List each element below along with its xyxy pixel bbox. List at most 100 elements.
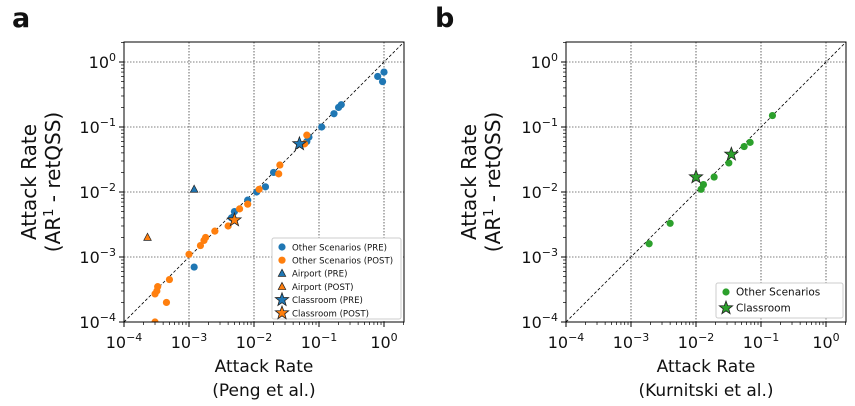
- y-axis-label-line1: Attack Rate: [17, 124, 41, 240]
- data-point: [291, 135, 308, 151]
- legend-marker: [722, 288, 730, 296]
- axis-ticks: 10−410−4 10−3 10−3 10−2 10−2 10−1 10−1 100 100: [79, 42, 404, 352]
- data-point: [190, 263, 198, 271]
- x-tick-label: 10−1: [743, 331, 780, 352]
- data-point: [275, 170, 283, 178]
- data-point: [378, 77, 387, 86]
- y-axis-label-2: (AR1 - retQSS): [41, 112, 65, 252]
- legend: Other Scenarios (PRE) Other Scenarios (PO…: [271, 237, 402, 320]
- data-point: [226, 211, 243, 227]
- legend-label: Airport (PRE): [292, 270, 347, 280]
- data-point: [380, 68, 388, 76]
- ylabel-pre: (AR: [481, 217, 505, 252]
- x-tick-label: 10−3: [171, 331, 208, 352]
- data-point: [276, 161, 284, 169]
- legend-marker: [274, 304, 290, 320]
- panel-a: a 10−410−4 10−3 10−3 10−2 10−2 10−1 10−1 100 100…: [12, 3, 405, 401]
- data-point: [255, 185, 263, 193]
- legend-label: Other Scenarios (PRE): [292, 243, 387, 253]
- legend: Other Scenarios Classroom: [715, 282, 844, 319]
- data-point: [645, 240, 653, 248]
- legend-label: Classroom (POST): [292, 309, 369, 319]
- y-axis-label-2: (AR1 - retQSS): [481, 112, 505, 252]
- data-point: [666, 219, 674, 227]
- data-point: [740, 142, 748, 151]
- ylabel-post: - retQSS): [481, 112, 505, 209]
- ylabel-sup: 1: [42, 209, 57, 217]
- x-tick-label: 10−2: [236, 331, 273, 352]
- data-point: [723, 146, 740, 161]
- y-axis-label: Attack Rate: [457, 124, 481, 240]
- legend-label: Classroom: [736, 302, 791, 314]
- legend-marker: [278, 243, 286, 251]
- plot-frame: [123, 41, 405, 323]
- data-point: [143, 232, 152, 241]
- legend-marker: [718, 299, 734, 315]
- x-tick-label: 100: [370, 331, 397, 352]
- data-point: [185, 250, 193, 258]
- y-tick-label: 10−1: [79, 116, 116, 137]
- y-tick-label: 10−2: [79, 181, 116, 202]
- legend-marker: [278, 256, 286, 264]
- data-point: [746, 138, 754, 146]
- data-point: [224, 222, 232, 230]
- legend-box: [271, 237, 402, 320]
- legend-label: Other Scenarios: [736, 286, 820, 298]
- data-points: [143, 68, 388, 322]
- data-point: [196, 241, 205, 250]
- data-point: [330, 110, 338, 118]
- data-point: [303, 131, 311, 139]
- legend-label: Classroom (PRE): [292, 296, 363, 306]
- y-axis-label-line1: Attack Rate: [457, 124, 481, 240]
- data-point: [201, 233, 210, 242]
- reference-line: [124, 42, 404, 322]
- y-tick-label: 10−4: [79, 311, 116, 332]
- data-point: [261, 183, 270, 191]
- data-points: [645, 111, 777, 248]
- y-axis-label-line2: (AR1 - retQSS): [481, 112, 505, 252]
- legend-marker: [277, 268, 287, 277]
- x-tick-label: 10−4: [106, 331, 143, 352]
- legend-marker: [274, 291, 290, 307]
- data-point: [725, 159, 733, 167]
- x-axis-sublabel: (Kurnitski et al.): [638, 381, 773, 401]
- legend-box: [715, 282, 844, 319]
- axis-ticks: 10−410−4 10−3 10−3 10−2 10−2 10−1 10−1 100 100: [521, 42, 846, 352]
- data-point: [151, 318, 159, 322]
- data-point: [337, 101, 345, 109]
- y-tick-label: 10−1: [521, 116, 558, 137]
- ylabel-post: - retQSS): [41, 112, 65, 209]
- data-point: [710, 173, 718, 181]
- legend-label: Other Scenarios (POST): [292, 257, 393, 267]
- data-point: [211, 227, 219, 235]
- y-axis-label: Attack Rate: [17, 124, 41, 240]
- y-tick-label: 10−3: [79, 246, 116, 267]
- panel-letter: a: [12, 3, 30, 34]
- y-tick-label: 10−2: [521, 181, 558, 202]
- x-axis-label: Attack Rate: [215, 357, 314, 377]
- x-tick-label: 10−2: [678, 331, 715, 352]
- x-tick-label: 100: [812, 331, 839, 352]
- data-point: [189, 184, 199, 193]
- legend-label: Airport (POST): [292, 283, 354, 293]
- data-point: [318, 123, 326, 131]
- y-tick-label: 10−4: [521, 311, 558, 332]
- plot-frame: [565, 41, 847, 323]
- data-point: [374, 72, 382, 81]
- panel-letter: b: [435, 3, 454, 34]
- ylabel-pre: (AR: [41, 217, 65, 252]
- data-point: [162, 298, 171, 307]
- x-axis-sublabel: (Peng et al.): [212, 381, 315, 401]
- x-tick-label: 10−3: [613, 331, 650, 352]
- y-tick-label: 100: [89, 51, 116, 72]
- data-point: [165, 275, 174, 284]
- data-point: [688, 168, 704, 184]
- data-point: [244, 200, 252, 208]
- data-point: [154, 283, 162, 291]
- panel-b: b 10−410−4 10−3 10−3 10−2 10−2 10−1 10−1 100 100…: [435, 3, 847, 401]
- data-point: [768, 111, 777, 120]
- y-tick-label: 100: [531, 51, 558, 72]
- data-point: [235, 205, 244, 213]
- x-axis-label: Attack Rate: [657, 357, 756, 377]
